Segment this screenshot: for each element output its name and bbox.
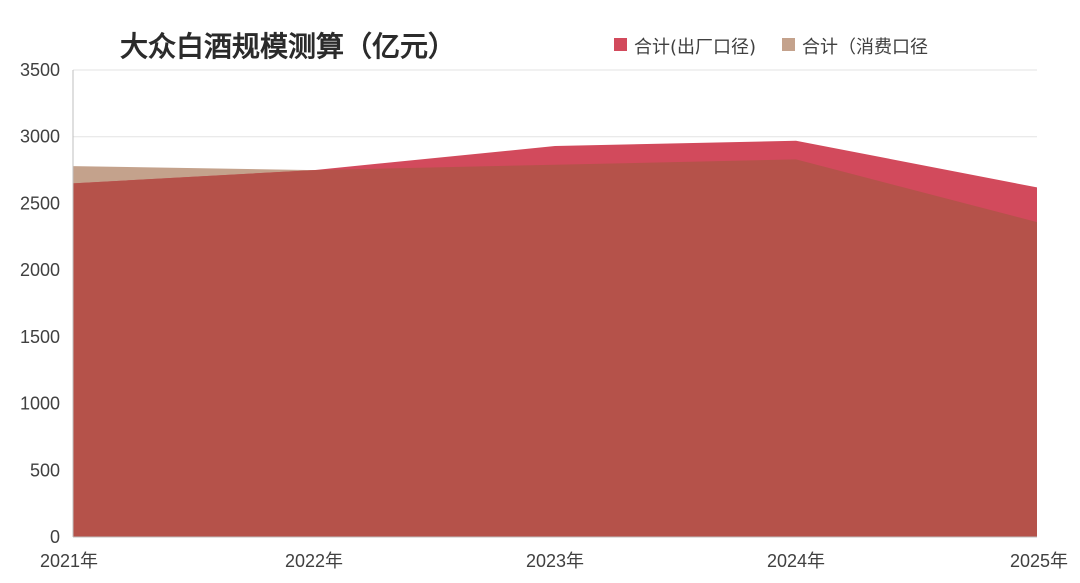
y-tick-label: 0 xyxy=(50,527,60,547)
legend-swatch-consumption xyxy=(782,38,795,51)
legend-label-consumption: 合计（消费口径 xyxy=(802,37,928,58)
legend: 合计(出厂口径) 合计（消费口径 xyxy=(614,37,928,58)
x-tick-label: 2023年 xyxy=(526,551,584,571)
y-tick-label: 500 xyxy=(30,460,60,480)
area-overlap xyxy=(73,159,1037,537)
x-tick-label: 2025年 xyxy=(1010,551,1068,571)
chart-title: 大众白酒规模测算（亿元） xyxy=(120,30,456,63)
y-tick-label: 1000 xyxy=(20,394,60,414)
y-tick-label: 3500 xyxy=(20,60,60,80)
y-tick-label: 1500 xyxy=(20,327,60,347)
x-tick-label: 2021年 xyxy=(40,551,98,571)
legend-swatch-factory xyxy=(614,38,627,51)
x-tick-label: 2024年 xyxy=(767,551,825,571)
y-tick-label: 3000 xyxy=(20,127,60,147)
x-tick-label: 2022年 xyxy=(285,551,343,571)
y-tick-label: 2000 xyxy=(20,260,60,280)
y-tick-label: 2500 xyxy=(20,193,60,213)
y-tick-labels: 0 500 1000 1500 2000 2500 3000 3500 xyxy=(20,60,60,547)
legend-label-factory: 合计(出厂口径) xyxy=(634,37,756,58)
axes xyxy=(72,70,1037,538)
x-tick-labels: 2021年 2022年 2023年 2024年 2025年 xyxy=(40,551,1068,571)
plot-area xyxy=(73,140,1037,537)
